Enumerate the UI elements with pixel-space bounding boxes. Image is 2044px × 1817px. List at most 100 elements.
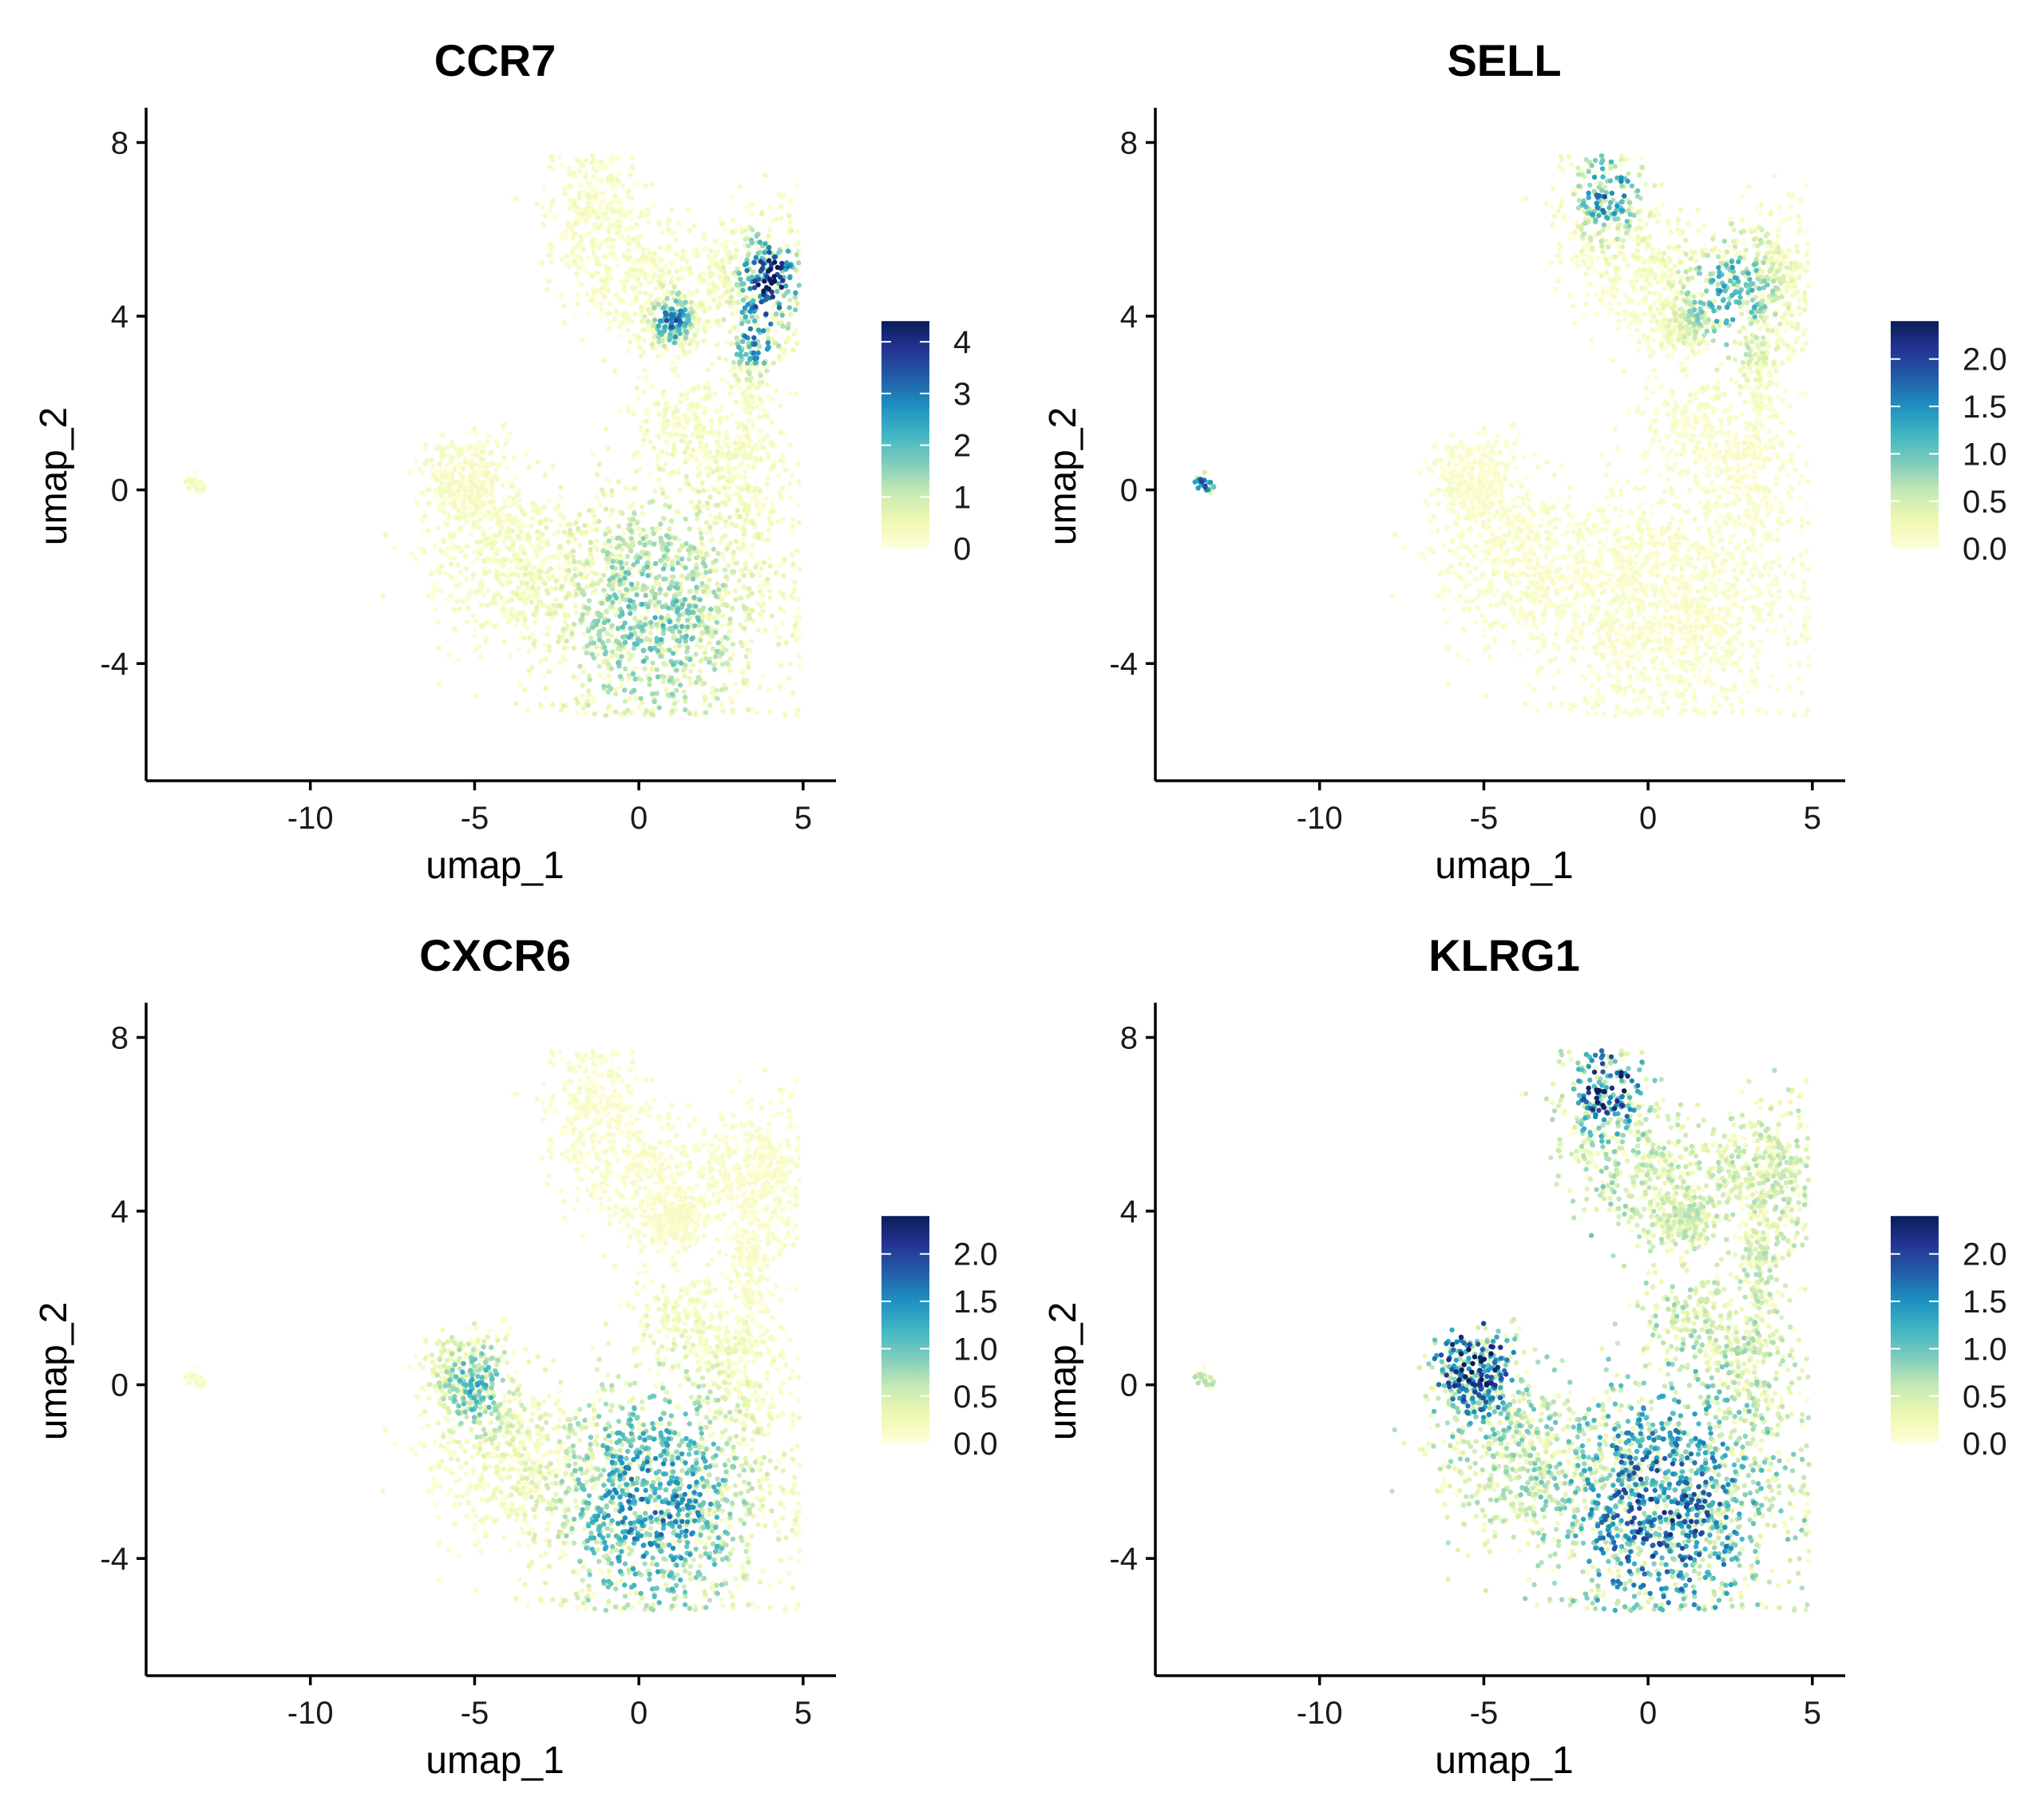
cell-point — [748, 237, 755, 243]
cell-point — [782, 348, 788, 354]
cell-point — [687, 588, 693, 594]
cell-point — [1616, 319, 1622, 324]
cell-point — [1642, 695, 1649, 701]
colorbar-tick-label: 3 — [953, 377, 971, 412]
cell-point — [515, 533, 521, 540]
cell-point — [707, 640, 712, 646]
cell-point — [630, 671, 636, 677]
cell-point — [656, 466, 663, 472]
cell-point — [591, 507, 596, 513]
cell-point — [456, 516, 461, 521]
cell-point — [591, 581, 596, 588]
cell-point — [564, 595, 569, 600]
cell-point — [587, 677, 592, 683]
cell-point — [518, 565, 525, 571]
cell-point — [584, 268, 589, 274]
cell-point — [686, 481, 691, 488]
cell-point — [723, 524, 728, 530]
cell-point — [613, 691, 619, 697]
cell-point — [597, 672, 603, 678]
cell-point — [548, 612, 554, 617]
cell-point — [668, 311, 675, 318]
cell-point — [757, 429, 763, 434]
cell-point — [790, 690, 796, 696]
cell-point — [479, 470, 485, 476]
cell-point — [1523, 622, 1528, 627]
cell-point — [666, 269, 672, 275]
cell-point — [780, 323, 786, 329]
cell-point — [575, 291, 581, 297]
cell-point — [546, 669, 553, 675]
cell-point — [1775, 394, 1781, 400]
cell-point — [460, 474, 465, 480]
cell-point — [737, 435, 743, 441]
cell-point — [1516, 653, 1523, 659]
cell-point — [766, 555, 773, 561]
cell-point — [628, 536, 634, 541]
cell-point — [595, 618, 600, 624]
cell-point — [592, 711, 598, 717]
cell-point — [562, 186, 568, 192]
cell-point — [1572, 235, 1578, 241]
cell-point — [446, 652, 452, 658]
cell-point — [735, 425, 741, 431]
cell-point — [516, 572, 521, 579]
cell-point — [749, 591, 755, 596]
cell-point — [572, 559, 577, 564]
cell-point — [742, 508, 747, 513]
cell-point — [728, 255, 734, 261]
colorbar-tick-label: 2 — [953, 429, 971, 464]
cell-point — [702, 299, 708, 304]
cell-point — [651, 329, 656, 335]
cell-point — [550, 463, 556, 469]
cell-point — [630, 155, 636, 160]
cell-point — [457, 483, 462, 489]
cell-point — [422, 513, 428, 520]
cell-point — [613, 308, 620, 315]
cell-point — [1806, 614, 1812, 620]
cell-point — [717, 274, 723, 279]
cell-point — [664, 532, 670, 539]
cell-point — [683, 299, 688, 305]
cell-point — [473, 430, 479, 436]
cell-point — [426, 501, 432, 506]
cell-point — [770, 294, 775, 299]
cell-point — [575, 526, 581, 532]
cell-point — [600, 190, 606, 196]
cell-point — [741, 541, 747, 548]
cell-point — [534, 563, 541, 569]
cell-point — [685, 645, 691, 651]
cell-point — [700, 556, 707, 561]
cell-point — [514, 196, 520, 202]
cell-point — [511, 571, 517, 576]
cell-point — [610, 222, 616, 228]
cell-point — [747, 455, 753, 461]
cell-point — [778, 216, 784, 221]
cell-point — [604, 565, 610, 572]
cell-point — [183, 479, 188, 485]
cell-point — [609, 153, 615, 159]
cell-point — [1703, 429, 1709, 434]
cell-point — [562, 320, 568, 326]
cell-point — [626, 188, 632, 194]
cell-point — [792, 307, 798, 313]
cell-point — [529, 600, 534, 605]
cell-point — [779, 312, 785, 318]
cell-point — [715, 581, 720, 587]
cell-point — [636, 450, 641, 456]
cell-point — [622, 666, 628, 671]
cell-point — [624, 270, 630, 275]
cell-point — [1696, 675, 1701, 682]
cell-point — [766, 286, 772, 292]
cell-point — [723, 430, 729, 435]
cell-point — [473, 445, 478, 452]
cell-point — [687, 265, 693, 271]
cell-point — [440, 432, 446, 438]
cell-point — [752, 564, 759, 570]
cell-point — [640, 601, 645, 608]
cell-point — [481, 592, 487, 598]
cell-point — [1789, 517, 1795, 522]
cell-point — [675, 416, 681, 422]
cell-point — [509, 483, 515, 489]
cell-point — [1584, 675, 1590, 681]
